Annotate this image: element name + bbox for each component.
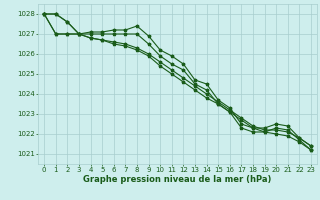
X-axis label: Graphe pression niveau de la mer (hPa): Graphe pression niveau de la mer (hPa) xyxy=(84,175,272,184)
